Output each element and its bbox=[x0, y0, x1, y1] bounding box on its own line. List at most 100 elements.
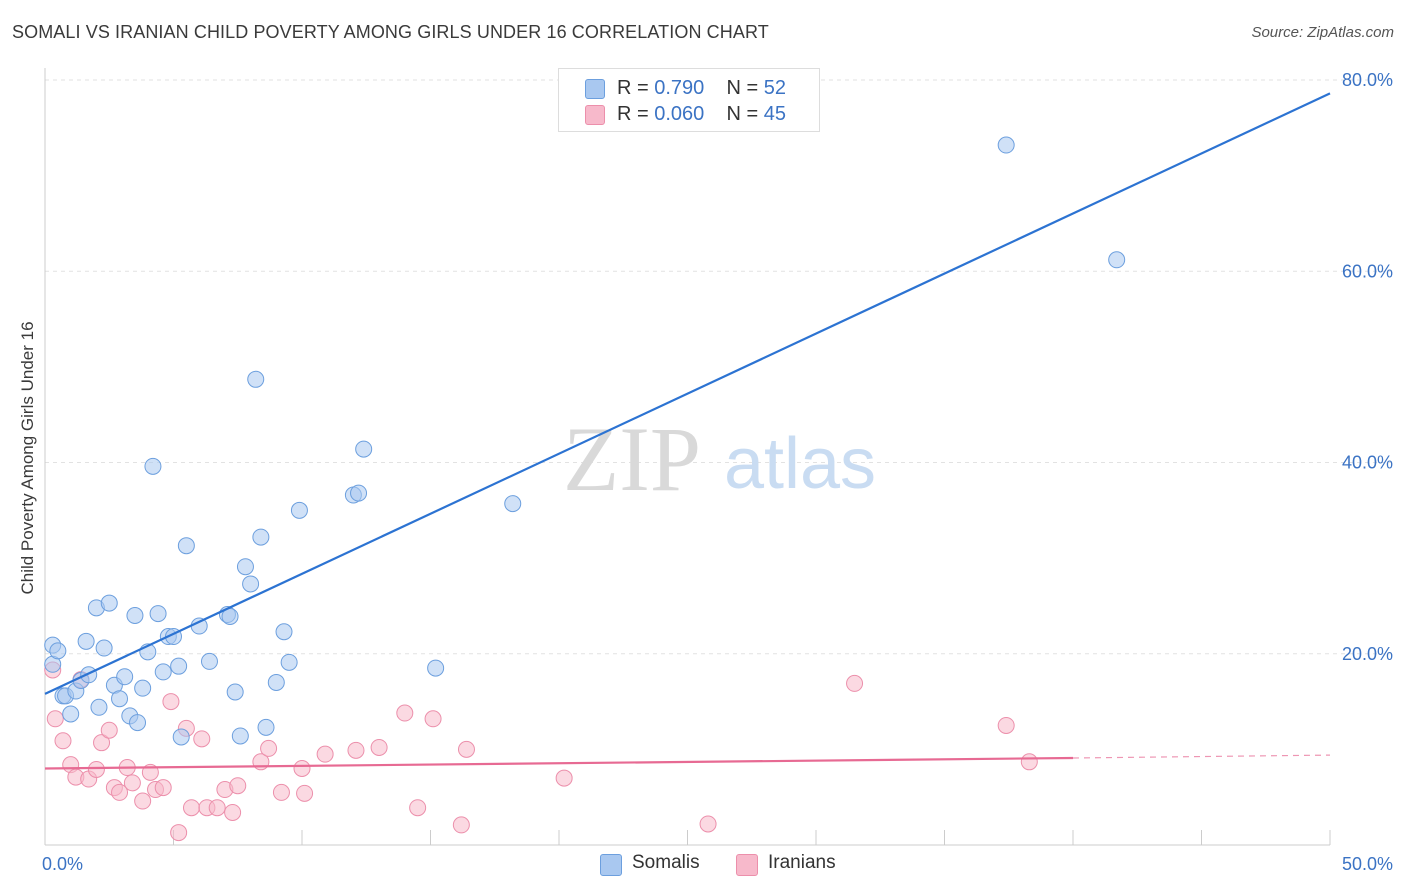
r-label: R = bbox=[617, 103, 655, 125]
somali-point bbox=[997, 136, 1015, 154]
iranian-point bbox=[316, 745, 334, 763]
iranian-point bbox=[170, 824, 188, 842]
somali-point bbox=[200, 652, 218, 670]
somali-point bbox=[1108, 251, 1126, 269]
somali-points bbox=[44, 136, 1126, 746]
iranian-point bbox=[193, 730, 211, 748]
iranian-point bbox=[54, 732, 72, 750]
iranian-point bbox=[396, 704, 414, 722]
watermark: ZIP atlas bbox=[563, 408, 876, 510]
somali-point bbox=[355, 440, 373, 458]
grid-lines bbox=[45, 79, 1392, 655]
somali-point bbox=[231, 727, 249, 745]
somali-point bbox=[427, 659, 445, 677]
somalis-swatch bbox=[585, 79, 605, 99]
iranian-point bbox=[123, 774, 141, 792]
iranian-point bbox=[272, 783, 290, 801]
iranian-point bbox=[846, 674, 864, 692]
somali-point bbox=[95, 639, 113, 657]
n-label: N = bbox=[726, 103, 764, 125]
somali-point bbox=[126, 607, 144, 624]
somali-point bbox=[172, 728, 190, 746]
somali-point bbox=[49, 642, 67, 660]
somali-point bbox=[236, 558, 254, 576]
somali-point bbox=[77, 632, 95, 650]
iranians-swatch bbox=[736, 854, 758, 876]
tick-labels: 20.0% 40.0% 60.0% 80.0% 0.0% 50.0% bbox=[42, 70, 1393, 874]
chart-title: SOMALI VS IRANIAN CHILD POVERTY AMONG GI… bbox=[12, 22, 769, 42]
source-label: Source: ZipAtlas.com bbox=[1251, 24, 1394, 41]
somali-point bbox=[242, 575, 260, 593]
iranian-point bbox=[154, 779, 172, 797]
legend-label-iranians: Iranians bbox=[768, 852, 836, 873]
iranians-swatch bbox=[585, 105, 605, 125]
r-value: 0.060 bbox=[654, 103, 705, 125]
somali-point bbox=[247, 370, 265, 388]
iranian-point bbox=[87, 760, 105, 778]
n-value: 52 bbox=[763, 77, 787, 99]
iranian-point bbox=[409, 799, 427, 817]
iranian-point bbox=[134, 792, 152, 810]
somali-point bbox=[149, 605, 167, 623]
somali-point bbox=[280, 653, 298, 671]
iranian-point bbox=[699, 815, 717, 833]
somali-point bbox=[226, 683, 244, 701]
somali-point bbox=[111, 690, 129, 708]
iranian-point bbox=[293, 760, 311, 777]
iranian-point bbox=[347, 741, 365, 759]
y-tick-label: 80.0% bbox=[1342, 70, 1393, 90]
r-label: R = bbox=[617, 77, 655, 99]
somali-trend-line bbox=[44, 92, 1331, 695]
somali-point bbox=[129, 714, 147, 732]
iranian-point bbox=[100, 721, 118, 739]
iranian-trend-line bbox=[44, 756, 1074, 770]
x-tick-label: 50.0% bbox=[1342, 854, 1393, 874]
iranian-point bbox=[162, 693, 180, 711]
somali-point bbox=[504, 495, 522, 513]
iranian-trend-extension bbox=[1072, 754, 1331, 759]
watermark-atlas: atlas bbox=[724, 424, 876, 504]
iranian-point bbox=[93, 734, 111, 752]
iranian-point bbox=[555, 769, 573, 787]
iranian-point bbox=[997, 716, 1015, 734]
iranian-point bbox=[452, 816, 470, 834]
r-value: 0.790 bbox=[654, 77, 705, 99]
iranian-point bbox=[1020, 753, 1038, 771]
somali-point bbox=[144, 457, 162, 475]
iranian-point bbox=[229, 777, 247, 795]
y-tick-label: 60.0% bbox=[1342, 261, 1393, 281]
n-value: 45 bbox=[763, 103, 787, 125]
somali-point bbox=[267, 673, 285, 691]
somali-point bbox=[177, 537, 195, 555]
somalis-swatch bbox=[600, 854, 622, 876]
somali-point bbox=[170, 657, 188, 675]
iranian-point bbox=[457, 740, 475, 758]
somali-point bbox=[257, 718, 275, 736]
somali-point bbox=[350, 484, 368, 502]
watermark-zip: ZIP bbox=[563, 408, 701, 510]
somali-point bbox=[90, 698, 108, 716]
trend-lines bbox=[44, 92, 1331, 770]
correlation-legend: R = 0.790 N = 52 R = 0.060 N = 45 bbox=[558, 68, 820, 132]
y-tick-label: 20.0% bbox=[1342, 644, 1393, 664]
legend-label-somalis: Somalis bbox=[632, 852, 700, 873]
n-label: N = bbox=[726, 77, 764, 99]
x-tick-label: 0.0% bbox=[42, 854, 83, 874]
somali-point bbox=[100, 594, 118, 612]
somali-point bbox=[116, 668, 134, 686]
somali-point bbox=[290, 501, 308, 519]
iranian-point bbox=[182, 799, 200, 817]
axes bbox=[44, 68, 1331, 846]
iranian-point bbox=[370, 738, 388, 756]
iranian-point bbox=[208, 799, 226, 817]
somali-point bbox=[62, 705, 80, 723]
iranian-point bbox=[46, 710, 64, 728]
iranian-point bbox=[111, 783, 129, 801]
y-tick-label: 40.0% bbox=[1342, 453, 1393, 473]
somali-point bbox=[252, 528, 270, 546]
somali-point bbox=[80, 666, 98, 684]
iranian-point bbox=[260, 739, 278, 757]
iranian-point bbox=[424, 710, 442, 728]
somali-point bbox=[134, 679, 152, 697]
